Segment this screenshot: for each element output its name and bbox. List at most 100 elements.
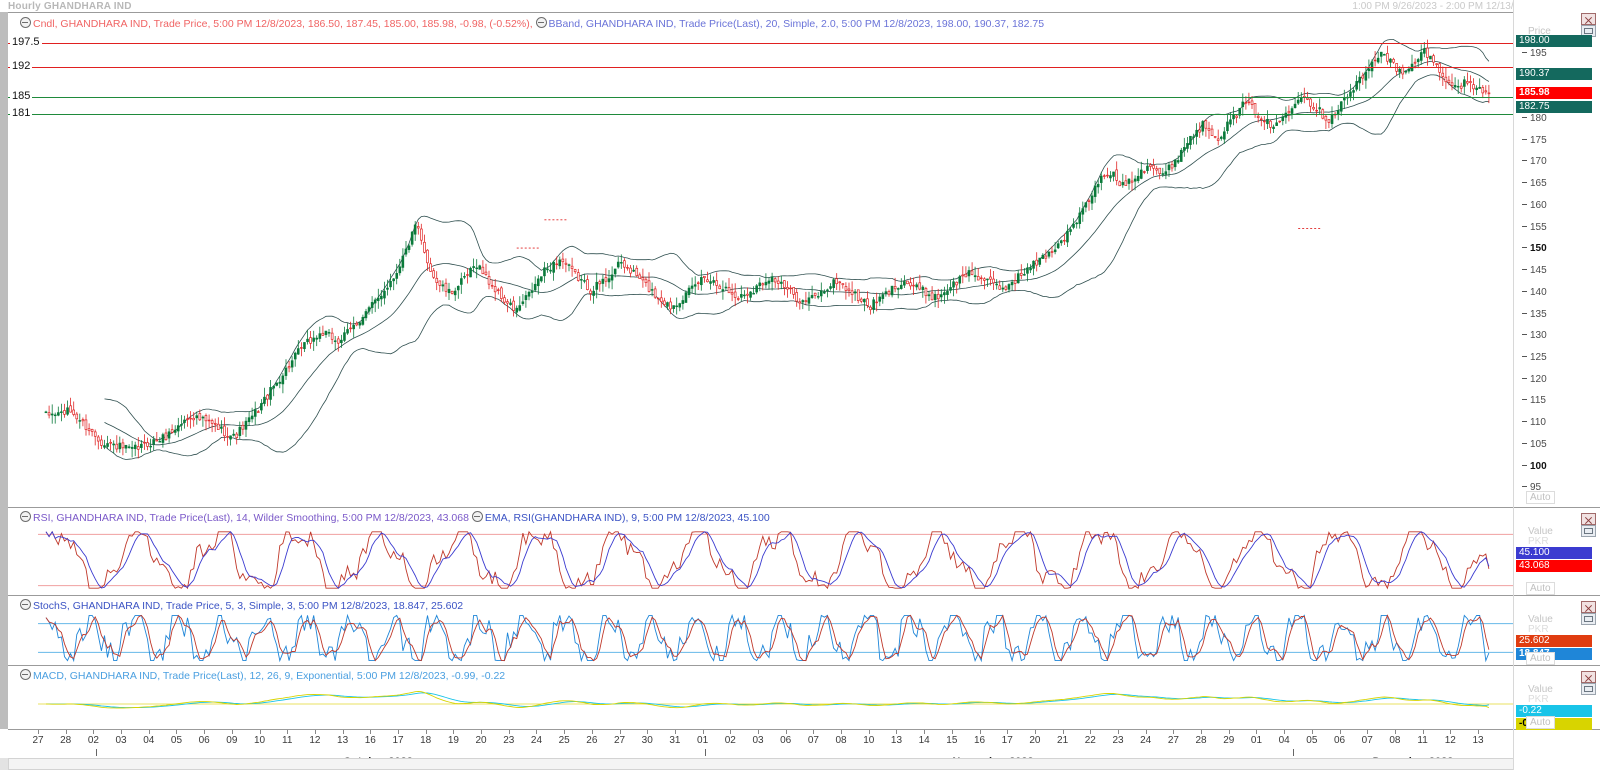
date-tick <box>425 730 427 734</box>
date-tick <box>1145 730 1147 734</box>
macd-toggle-icon[interactable] <box>20 669 31 680</box>
date-tick <box>979 730 981 734</box>
price-value-badge: 185.98 <box>1516 86 1592 99</box>
date-tick <box>536 730 538 734</box>
price-tick-label: 195 <box>1522 48 1547 59</box>
price-level-line[interactable] <box>8 114 1514 116</box>
stochastic-axis-controls <box>1564 601 1596 625</box>
rsi-value-badge: 43.068 <box>1516 560 1592 572</box>
left-rail <box>0 12 8 729</box>
date-tick-label: 05 <box>1306 735 1318 746</box>
stochastic-plot-area[interactable] <box>38 596 1514 666</box>
stoch-legend-text: StochS, GHANDHARA IND, Trade Price, 5, 3… <box>33 600 464 612</box>
stochastic-panel[interactable]: StochS, GHANDHARA IND, Trade Price, 5, 3… <box>8 595 1514 666</box>
rsi-line <box>45 530 1490 590</box>
month-tick <box>1293 749 1294 756</box>
date-tick-label: 16 <box>973 735 986 746</box>
price-value-badge: 182.75 <box>1516 100 1592 113</box>
date-tick-label: 08 <box>835 735 847 746</box>
macd-axis-auto-button[interactable]: Auto <box>1526 716 1555 729</box>
close-icon[interactable] <box>1581 513 1596 525</box>
date-tick <box>508 730 510 734</box>
macd-value-badge: -0.22 <box>1516 705 1592 717</box>
date-tick <box>93 730 95 734</box>
minimize-icon[interactable] <box>1581 613 1596 625</box>
price-tick-label: 120 <box>1522 374 1547 385</box>
macd-panel[interactable]: MACD, GHANDHARA IND, Trade Price(Last), … <box>8 665 1514 730</box>
date-tick <box>1394 730 1396 734</box>
date-tick-label: 25 <box>558 735 570 746</box>
rsi-ema-toggle-icon[interactable] <box>471 511 483 522</box>
date-tick <box>342 730 344 734</box>
date-tick-label: 07 <box>807 735 819 746</box>
date-tick <box>1367 730 1369 734</box>
stoch-toggle-icon[interactable] <box>20 599 31 610</box>
horizontal-scrollbar[interactable] <box>8 758 1514 770</box>
date-tick <box>896 730 898 734</box>
date-tick-label: 05 <box>170 735 183 746</box>
right-price-axis[interactable]: PricePKR19519018518017517016516015515014… <box>1513 0 1600 770</box>
minimize-icon[interactable] <box>1581 683 1596 695</box>
rsi-panel[interactable]: RSI, GHANDHARA IND, Trade Price(Last), 1… <box>8 507 1514 596</box>
window-title: Hourly GHANDHARA IND <box>8 1 132 12</box>
stochastic-axis-auto-button[interactable]: Auto <box>1526 652 1555 665</box>
rsi-series <box>38 530 1514 590</box>
date-tick-label: 07 <box>1361 735 1373 746</box>
rsi-plot-area[interactable] <box>38 508 1514 596</box>
date-tick <box>204 730 206 734</box>
price-tick-label: 170 <box>1522 156 1547 167</box>
date-tick-label: 20 <box>1029 735 1041 746</box>
date-tick-label: 11 <box>282 735 293 746</box>
macd-plot-area[interactable] <box>38 666 1514 730</box>
bband-toggle-icon[interactable] <box>535 17 547 28</box>
date-tick-label: 28 <box>60 735 72 746</box>
price-tick-label: 155 <box>1522 222 1547 233</box>
legend-toggle-icon[interactable] <box>20 17 31 28</box>
date-tick-label: 17 <box>392 735 404 746</box>
date-tick-label: 13 <box>337 735 349 746</box>
price-tick-label: 135 <box>1522 309 1547 320</box>
date-tick-label: 08 <box>1389 735 1401 746</box>
price-plot-area[interactable] <box>38 13 1514 508</box>
date-tick-label: 04 <box>1278 735 1290 746</box>
date-tick-label: 13 <box>1472 735 1484 746</box>
candle-legend-text: Cndl, GHANDHARA IND, Trade Price, 5:00 P… <box>33 18 533 30</box>
date-tick-label: 23 <box>503 735 515 746</box>
date-tick <box>1284 730 1286 734</box>
price-level-label: 192 <box>10 59 33 72</box>
date-tick <box>1062 730 1064 734</box>
date-tick <box>564 730 566 734</box>
close-icon[interactable] <box>1581 13 1596 25</box>
rsi-toggle-icon[interactable] <box>20 511 31 522</box>
date-tick-label: 21 <box>1057 735 1069 746</box>
macd-legend-text: MACD, GHANDHARA IND, Trade Price(Last), … <box>33 670 506 682</box>
price-level-line[interactable] <box>8 97 1514 99</box>
axis-separator <box>1514 665 1600 666</box>
close-icon[interactable] <box>1581 671 1596 683</box>
close-icon[interactable] <box>1581 601 1596 613</box>
date-tick-label: 14 <box>918 735 930 746</box>
price-axis-auto-button[interactable]: Auto <box>1526 491 1555 504</box>
date-tick <box>1090 730 1092 734</box>
date-tick-label: 06 <box>780 735 792 746</box>
date-tick <box>398 730 399 734</box>
bband-lower <box>104 74 1489 460</box>
date-tick <box>481 730 483 734</box>
rsi-legend: RSI, GHANDHARA IND, Trade Price(Last), 1… <box>20 511 770 524</box>
price-chart-panel[interactable]: Cndl, GHANDHARA IND, Trade Price, 5:00 P… <box>8 12 1514 508</box>
date-tick-label: 02 <box>87 735 99 746</box>
date-tick-label: 11 <box>1417 735 1428 746</box>
price-tick-label: 140 <box>1522 287 1547 298</box>
axis-separator <box>1514 507 1600 508</box>
minimize-icon[interactable] <box>1581 525 1596 537</box>
date-tick-label: 29 <box>1223 735 1235 746</box>
price-level-line[interactable] <box>8 42 1514 44</box>
date-tick <box>841 730 843 734</box>
date-tick <box>1478 730 1479 734</box>
date-tick <box>868 730 870 734</box>
price-tick-label: 115 <box>1522 395 1546 406</box>
date-tick <box>730 730 732 734</box>
rsi-axis-auto-button[interactable]: Auto <box>1526 582 1555 595</box>
date-tick <box>176 730 178 734</box>
price-level-line[interactable] <box>8 66 1514 68</box>
